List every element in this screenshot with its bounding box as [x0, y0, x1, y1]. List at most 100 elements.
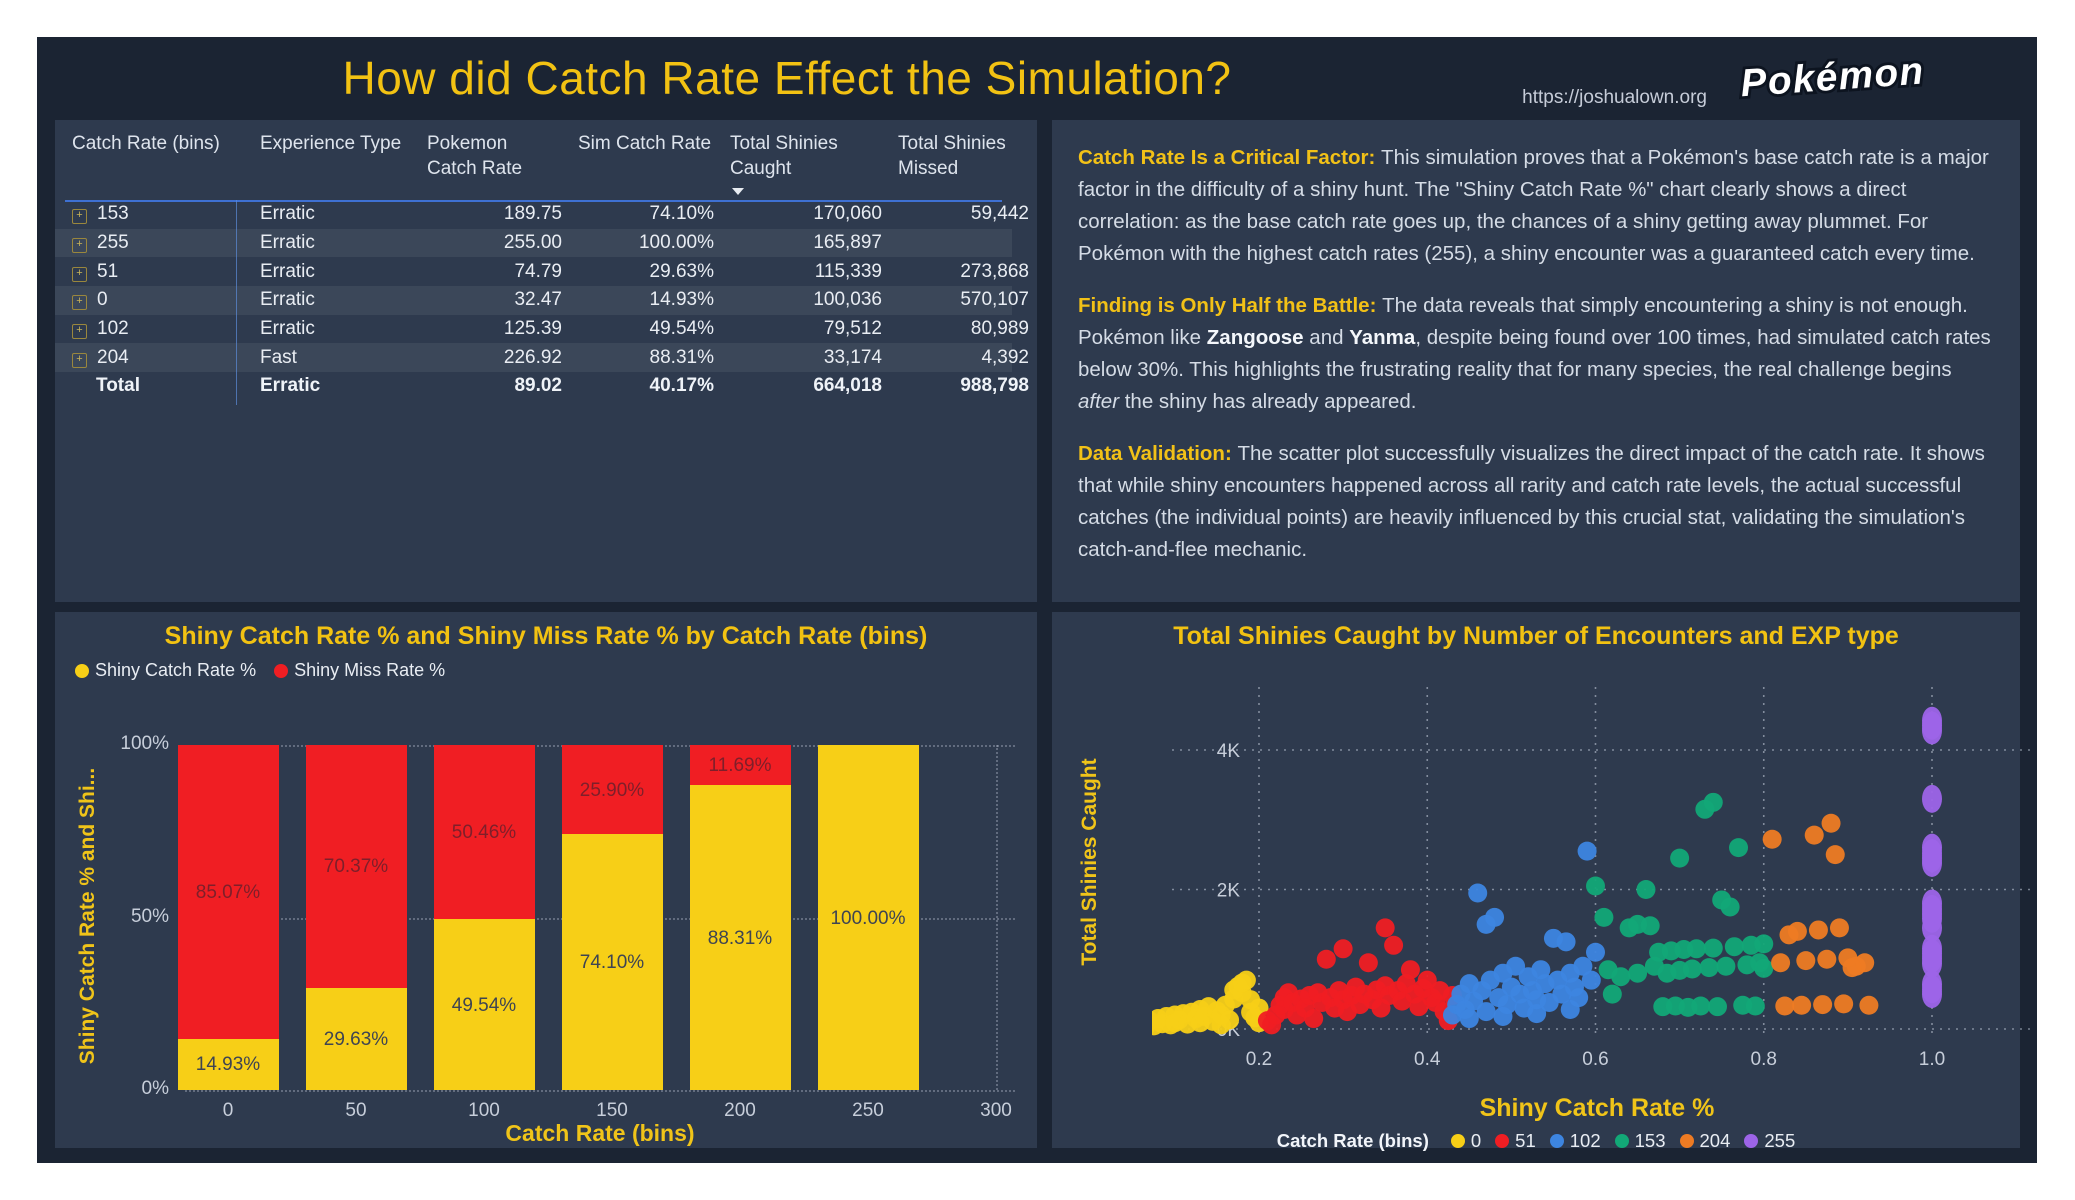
scatter-point[interactable]: [1506, 956, 1526, 976]
scatter-point[interactable]: [1699, 958, 1719, 978]
bar-segment-miss[interactable]: [305, 745, 407, 988]
scatter-point[interactable]: [1808, 920, 1828, 940]
scatter-point[interactable]: [1304, 1009, 1324, 1029]
legend-item[interactable]: 0: [1450, 1130, 1481, 1152]
scatter-point[interactable]: [1400, 960, 1420, 980]
scatter-point[interactable]: [1787, 921, 1807, 941]
scatter-point[interactable]: [1220, 1010, 1240, 1030]
expand-icon[interactable]: [72, 238, 87, 254]
legend-item[interactable]: 255: [1744, 1130, 1795, 1152]
column-header-1[interactable]: Catch Rate (bins): [72, 131, 244, 156]
scatter-point[interactable]: [1922, 970, 1942, 999]
scatter-point[interactable]: [1707, 997, 1727, 1017]
cell[interactable]: 29.63%: [649, 260, 714, 282]
bar-segment-catch[interactable]: [689, 785, 791, 1090]
legend-item[interactable]: 102: [1549, 1130, 1601, 1152]
scatter-point[interactable]: [1640, 916, 1660, 936]
column-header-2[interactable]: Experience Type: [260, 131, 411, 156]
expand-icon[interactable]: [72, 266, 87, 282]
scatter-point[interactable]: [1636, 880, 1656, 899]
table-row[interactable]: 0 Erratic 32.47 14.93% 100,036 570,107: [55, 286, 1029, 315]
cell[interactable]: Erratic: [260, 203, 315, 225]
cell[interactable]: 204: [72, 347, 244, 369]
scatter-point[interactable]: [1333, 939, 1353, 959]
scatter-point[interactable]: [1573, 956, 1593, 976]
bar-segment-miss[interactable]: [433, 745, 535, 920]
scatter-point[interactable]: [1829, 918, 1849, 938]
scatter-point[interactable]: [1922, 706, 1942, 735]
table-row[interactable]: 102 Erratic 125.39 49.54% 79,512 80,989: [55, 315, 1029, 344]
scatter-point[interactable]: [1859, 995, 1879, 1015]
scatter-point[interactable]: [1703, 938, 1723, 958]
scatter-point[interactable]: [1586, 876, 1605, 896]
cell[interactable]: Erratic: [260, 318, 315, 340]
cell[interactable]: 255.00: [503, 232, 562, 254]
cell[interactable]: 170,060: [813, 203, 882, 225]
expand-icon[interactable]: [72, 209, 87, 225]
cell[interactable]: 4,392: [981, 346, 1029, 368]
cell[interactable]: 74.79: [514, 260, 562, 282]
expand-icon[interactable]: [72, 352, 87, 368]
cell[interactable]: 273,868: [960, 260, 1029, 282]
legend-item[interactable]: Shiny Miss Rate %: [274, 660, 445, 681]
scatter-point[interactable]: [1745, 996, 1765, 1016]
scatter-point[interactable]: [1316, 949, 1336, 969]
cell[interactable]: 51: [72, 261, 244, 283]
scatter-point[interactable]: [1594, 907, 1614, 927]
cell[interactable]: Total: [72, 375, 244, 397]
scatter-point[interactable]: [1236, 970, 1256, 990]
cell[interactable]: 255: [72, 232, 244, 254]
cell[interactable]: 115,339: [814, 260, 882, 282]
expand-icon[interactable]: [72, 295, 87, 311]
cell[interactable]: 100.00%: [638, 232, 714, 254]
cell[interactable]: 59,442: [970, 203, 1029, 225]
scatter-point[interactable]: [1716, 956, 1736, 976]
expand-icon[interactable]: [72, 324, 87, 340]
bar-segment-miss[interactable]: [689, 745, 791, 786]
bar-segment-catch[interactable]: [177, 1038, 279, 1090]
scatter-point[interactable]: [1703, 792, 1723, 812]
scatter-point[interactable]: [1804, 825, 1824, 845]
bar-segment-catch[interactable]: [305, 987, 407, 1090]
legend-item[interactable]: Shiny Catch Rate %: [75, 660, 256, 681]
bar-segment-miss[interactable]: [177, 745, 279, 1039]
scatter-point[interactable]: [1358, 953, 1378, 973]
scatter-point[interactable]: [1720, 897, 1740, 917]
scatter-point[interactable]: [1922, 833, 1942, 862]
cell[interactable]: 125.39: [503, 318, 562, 340]
scatter-point[interactable]: [1813, 995, 1833, 1015]
cell[interactable]: Erratic: [260, 289, 315, 311]
scatter-point[interactable]: [1497, 995, 1517, 1015]
scatter-point[interactable]: [1775, 996, 1795, 1016]
cell[interactable]: 79,512: [823, 318, 882, 340]
scatter-point[interactable]: [1754, 958, 1774, 978]
scatter-point[interactable]: [1581, 970, 1601, 990]
scatter-point[interactable]: [1922, 934, 1942, 963]
scatter-point[interactable]: [1682, 959, 1702, 979]
scatter-point[interactable]: [1792, 995, 1812, 1015]
scatter-point[interactable]: [1459, 1009, 1479, 1029]
column-header-5[interactable]: Total Shinies Caught: [730, 131, 882, 196]
cell[interactable]: 570,107: [960, 289, 1029, 311]
scatter-point[interactable]: [1762, 829, 1782, 849]
scatter-point[interactable]: [1375, 918, 1395, 938]
legend-item[interactable]: 153: [1614, 1130, 1666, 1152]
scatter-point[interactable]: [1825, 845, 1845, 865]
scatter-point[interactable]: [1628, 963, 1648, 983]
scatter-point[interactable]: [1796, 951, 1816, 971]
cell[interactable]: 40.17%: [649, 375, 714, 397]
column-header-4[interactable]: Sim Catch Rate: [578, 131, 714, 156]
scatter-point[interactable]: [1771, 953, 1791, 973]
cell[interactable]: 100,036: [813, 289, 882, 311]
cell[interactable]: 988,798: [960, 375, 1029, 397]
scatter-point[interactable]: [1569, 988, 1589, 1008]
scatter-point[interactable]: [1602, 984, 1622, 1004]
cell[interactable]: 32.47: [514, 289, 562, 311]
column-header-6[interactable]: Total Shinies Missed: [898, 131, 1029, 181]
cell[interactable]: 226.92: [503, 346, 562, 368]
cell[interactable]: 33,174: [823, 346, 882, 368]
scatter-point[interactable]: [1729, 838, 1749, 858]
table-row[interactable]: 255 Erratic 255.00 100.00% 165,897: [55, 228, 1012, 258]
cell[interactable]: 102: [72, 318, 244, 340]
table-row[interactable]: 204 Fast 226.92 88.31% 33,174 4,392: [55, 343, 1029, 373]
